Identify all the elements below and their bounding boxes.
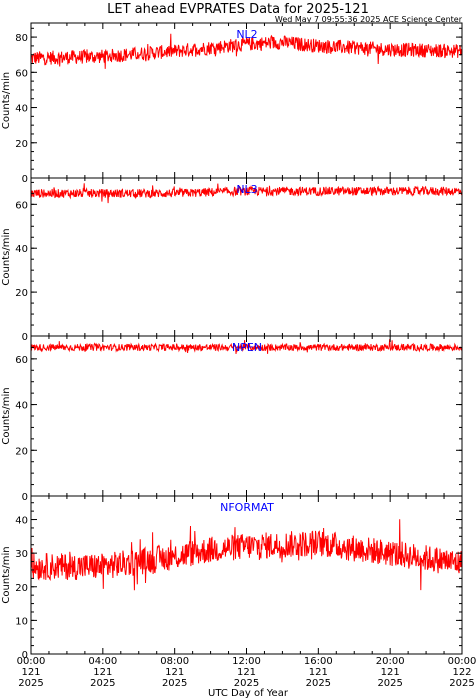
panel-nformat: 0 10 20 30 40 Counts/min NFORMAT [1,495,463,661]
chart-title: LET ahead EVPRATES Data for 2025-121 [107,2,369,17]
x-tick-label: 2025 [449,678,474,689]
y-tick-label: 60 [15,355,28,366]
y-tick-label: 40 [15,244,28,255]
x-tick-label: 2025 [306,678,331,689]
x-tick-label: 20:00 [376,656,405,667]
series-label: NPEN [232,341,262,354]
y-tick-label: 40 [15,104,28,115]
x-tick-label: 121 [93,667,112,678]
y-tick-label: 60 [15,68,28,79]
x-tick-label: 16:00 [304,656,333,667]
x-tick-label: 2025 [377,678,402,689]
series-label: NL3 [236,183,257,196]
y-tick-label: 20 [15,288,28,299]
panel-nl2: 0 20 40 60 80 Counts/min NL2 [1,22,463,185]
x-tick-label: 00:00 [448,656,476,667]
x-tick-label: 121 [381,667,400,678]
plot-frame [30,177,463,337]
x-tick-label: 04:00 [88,656,117,667]
series-line-nl3 [30,183,463,204]
y-tick-label: 30 [15,549,28,560]
x-tick-label: 2025 [18,678,43,689]
x-tick-label: 121 [165,667,184,678]
panel-npen: 0 20 40 60 Counts/min NPEN [1,335,463,503]
x-tick-label: 122 [452,667,471,678]
y-tick-label: 20 [15,446,28,457]
x-axis-label: UTC Day of Year [208,688,289,699]
y-tick-label: 20 [15,583,28,594]
timestamp-label: Wed May 7 09:55:36 2025 ACE Science Cent… [275,15,463,24]
panels-group: 020406080Counts/minNL20204060Counts/minN… [1,22,463,661]
x-tick-label: 121 [309,667,328,678]
y-tick-label: 80 [15,33,28,44]
series-line-npen [30,339,463,354]
x-tick-label: 121 [21,667,40,678]
x-tick-label: 08:00 [160,656,189,667]
x-tick-label: 00:00 [17,656,46,667]
series-label: NFORMAT [220,501,274,514]
panel-nl3: 0 20 40 60 Counts/min NL3 [1,177,463,343]
y-tick-label: 0 [22,492,28,503]
x-tick-label: 12:00 [232,656,261,667]
y-tick-label: 40 [15,516,28,527]
x-tick-label: 2025 [234,678,259,689]
y-axis-label: Counts/min [1,387,12,444]
series-label: NL2 [236,28,257,41]
y-tick-label: 0 [22,332,28,343]
plot-frame [30,335,463,497]
y-tick-label: 0 [22,650,28,661]
y-tick-label: 10 [15,616,28,627]
y-axis-label: Counts/min [1,228,12,285]
y-tick-label: 20 [15,139,28,150]
x-tick-labels: 00:00121202504:00121202508:00121202512:0… [17,656,476,689]
y-axis-label: Counts/min [1,546,12,603]
x-tick-label: 2025 [90,678,115,689]
y-tick-label: 60 [15,200,28,211]
y-tick-label: 40 [15,401,28,412]
y-tick-label: 0 [22,174,28,185]
x-tick-label: 121 [237,667,256,678]
series-line-nl2 [30,33,463,69]
series-line-nformat [30,519,463,591]
x-tick-label: 2025 [162,678,187,689]
y-axis-label: Counts/min [1,72,12,129]
